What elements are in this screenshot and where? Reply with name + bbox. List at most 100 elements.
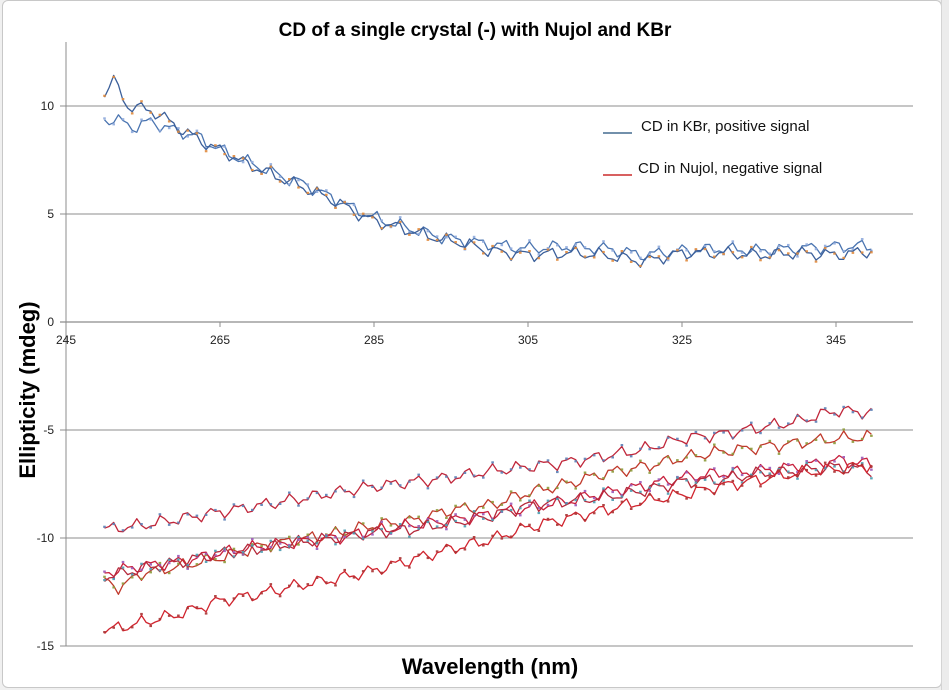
data-point [602,459,605,462]
data-point [565,502,568,505]
data-point [149,526,152,529]
data-point [445,233,448,236]
data-point [546,503,550,506]
data-point [574,504,577,507]
data-point [223,599,226,602]
data-point [833,460,836,463]
data-point [639,490,642,493]
x-axis: 245 265 285 305 325 345 [56,321,913,347]
data-point [380,219,383,222]
data-point [759,432,762,435]
data-point [777,245,781,248]
data-point [537,511,541,515]
data-point [408,233,411,236]
data-point [140,100,143,103]
data-point [574,499,577,502]
data-point [851,466,855,469]
data-point [842,405,845,408]
data-point [371,485,374,488]
data-point [297,504,300,507]
data-point [435,550,439,553]
data-point [639,264,642,267]
data-point [195,514,199,517]
data-point [787,252,790,255]
data-point [167,572,171,575]
data-point [241,504,245,508]
data-point [445,544,448,548]
data-point [398,216,402,219]
data-point [334,527,337,530]
data-point [223,153,226,156]
data-point [629,507,633,510]
y-tick-label: -15 [37,639,55,653]
data-point [158,569,162,572]
gridlines [60,42,913,647]
data-point [537,529,541,532]
y-tick-label: -10 [37,531,55,545]
data-point [223,561,226,564]
chart-title: CD of a single crystal (-) with Nujol an… [279,20,672,41]
data-point [805,460,808,463]
series-3 [103,428,873,595]
data-point [195,563,199,566]
data-point [195,132,199,135]
data-point [121,566,125,569]
data-point [768,252,772,255]
data-point [750,475,753,478]
data-point [454,241,457,244]
data-point [666,483,670,486]
data-point [223,549,226,553]
data-point [325,189,328,192]
data-point [288,491,291,494]
data-point [528,250,531,253]
data-point [823,461,827,464]
data-point [740,251,744,254]
data-point [509,508,513,512]
data-point [703,459,707,462]
data-point [870,468,873,471]
data-point [177,562,180,565]
data-point [574,246,577,250]
data-point [463,471,467,474]
data-point [602,504,605,507]
data-point [528,499,531,502]
data-point [731,479,735,482]
right-resize-handle[interactable] [941,0,949,690]
data-point [445,523,448,527]
data-point [371,570,374,573]
data-point [241,161,245,164]
data-point [204,513,208,516]
data-point [860,437,864,440]
data-point [574,243,577,246]
data-point [648,489,651,492]
data-point [740,473,744,477]
data-point [297,538,300,541]
data-point [177,614,180,617]
data-point [204,147,208,150]
y-tick-label: 5 [47,207,54,221]
data-point [445,475,448,478]
data-point [592,454,596,457]
data-point [574,512,577,515]
data-point [130,573,134,576]
data-point [639,502,642,505]
data-point [112,626,115,629]
data-point [805,468,808,472]
data-point [380,527,383,531]
data-point [611,490,614,494]
data-point [426,520,430,524]
data-point [186,129,189,132]
data-point [759,465,762,468]
data-point [269,539,273,542]
data-point [657,255,661,258]
data-point [214,554,217,557]
data-point [537,484,541,487]
data-point [519,248,522,251]
data-point [519,507,522,510]
data-point [685,456,688,459]
series-line [104,405,872,533]
data-point [814,469,818,472]
data-point [398,525,402,528]
series-group [103,74,873,634]
data-point [768,439,772,442]
